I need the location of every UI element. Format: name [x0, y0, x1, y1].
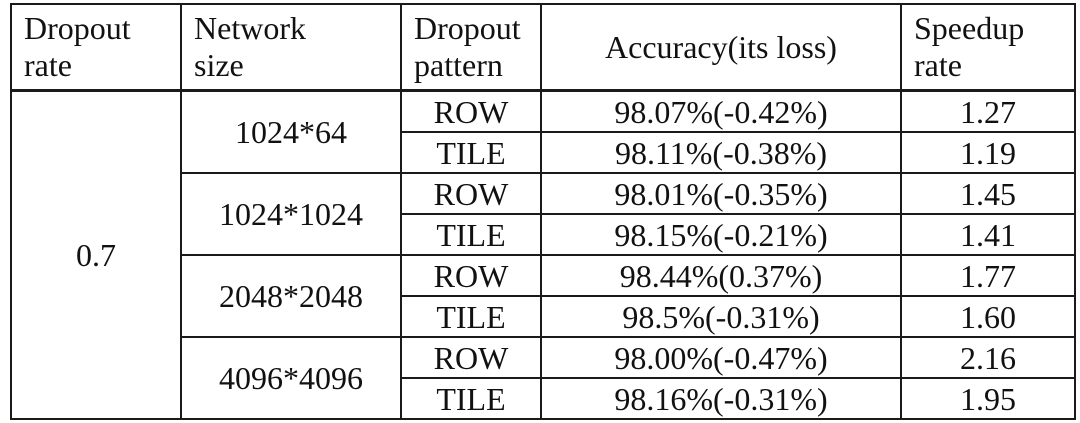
table-row: TILE 98.16%(-0.31%) 1.95 — [11, 377, 1076, 420]
speedup-cell: 1.41 — [900, 213, 1076, 256]
header-row: Dropout rate Network size Dropout patter… — [10, 3, 1076, 92]
pattern-cell: TILE — [400, 131, 542, 174]
pattern-cell: TILE — [400, 213, 542, 256]
results-table: Dropout rate Network size Dropout patter… — [10, 3, 1076, 420]
table-row: 0.7 1024*64 ROW 98.07%(-0.42%) 1.27 — [10, 89, 1076, 420]
pattern-cell: ROW — [400, 254, 542, 297]
header-speedup-rate: Speedup rate — [900, 3, 1076, 92]
table-row: 4096*4096 ROW 98.00%(-0.47%) 2.16 — [11, 336, 1076, 420]
header-network-size-line2: size — [194, 47, 244, 83]
speedup-cell: 1.60 — [900, 295, 1076, 338]
network-size-cell: 4096*4096 — [180, 336, 402, 420]
accuracy-cell: 98.00%(-0.47%) — [540, 336, 902, 379]
header-dropout-rate-line1: Dropout — [24, 10, 131, 47]
header-accuracy: Accuracy(its loss) — [540, 3, 902, 92]
network-size-cell: 1024*1024 — [180, 172, 402, 256]
table-row: 2048*2048 ROW 98.44%(0.37%) 1.77 — [11, 254, 1076, 338]
header-network-size: Network size — [180, 3, 402, 92]
table-body: 0.7 1024*64 ROW 98.07%(-0.42%) 1.27 TILE… — [10, 89, 1076, 420]
table-header: Dropout rate Network size Dropout patter… — [10, 3, 1076, 92]
network-size-cell: 1024*64 — [180, 89, 402, 174]
speedup-cell: 1.45 — [900, 172, 1076, 215]
header-speedup-rate-line2: rate — [914, 47, 962, 83]
header-dropout-rate: Dropout rate — [10, 3, 182, 92]
pattern-cell: ROW — [400, 172, 542, 215]
table-row: 1024*1024 ROW 98.01%(-0.35%) 1.45 — [11, 172, 1076, 256]
table-row: TILE 98.11%(-0.38%) 1.19 — [11, 131, 1076, 174]
accuracy-cell: 98.01%(-0.35%) — [540, 172, 902, 215]
header-dropout-pattern-line1: Dropout — [414, 10, 521, 47]
header-dropout-pattern: Dropout pattern — [400, 3, 542, 92]
speedup-cell: 1.27 — [900, 89, 1076, 133]
speedup-cell: 1.95 — [900, 377, 1076, 420]
table-row: TILE 98.5%(-0.31%) 1.60 — [11, 295, 1076, 338]
header-speedup-rate-line1: Speedup — [914, 10, 1025, 47]
accuracy-cell: 98.15%(-0.21%) — [540, 213, 902, 256]
speedup-cell: 2.16 — [900, 336, 1076, 379]
table-row: TILE 98.15%(-0.21%) 1.41 — [11, 213, 1076, 256]
speedup-cell: 1.19 — [900, 131, 1076, 174]
pattern-cell: TILE — [400, 377, 542, 420]
pattern-cell: TILE — [400, 295, 542, 338]
header-dropout-pattern-line2: pattern — [414, 47, 503, 83]
accuracy-cell: 98.07%(-0.42%) — [540, 89, 902, 133]
accuracy-cell: 98.5%(-0.31%) — [540, 295, 902, 338]
accuracy-cell: 98.44%(0.37%) — [540, 254, 902, 297]
pattern-cell: ROW — [400, 89, 542, 133]
dropout-rate-cell: 0.7 — [10, 89, 182, 420]
header-network-size-line1: Network — [194, 10, 306, 47]
header-dropout-rate-line2: rate — [24, 47, 72, 83]
accuracy-cell: 98.16%(-0.31%) — [540, 377, 902, 420]
accuracy-cell: 98.11%(-0.38%) — [540, 131, 902, 174]
pattern-cell: ROW — [400, 336, 542, 379]
speedup-cell: 1.77 — [900, 254, 1076, 297]
network-size-cell: 2048*2048 — [180, 254, 402, 338]
